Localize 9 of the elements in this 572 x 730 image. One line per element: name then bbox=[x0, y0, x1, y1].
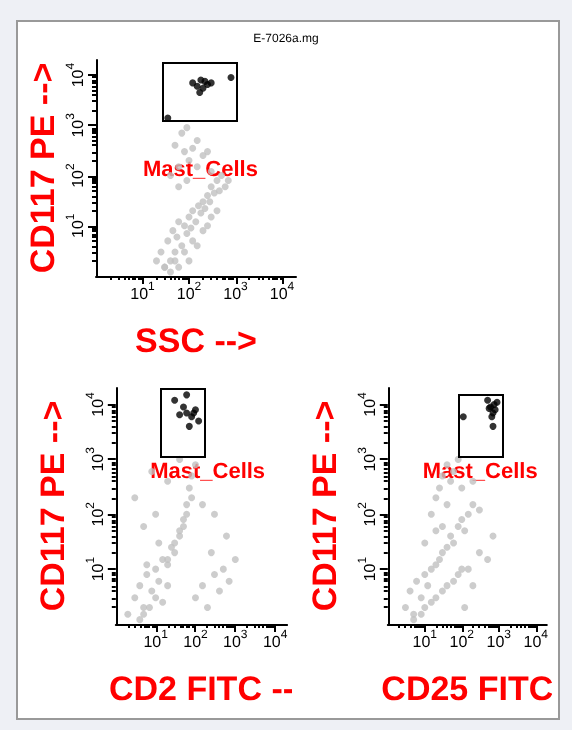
x-axis-title: SSC --> bbox=[135, 322, 258, 360]
annotation: Mast_Cells bbox=[422, 460, 538, 485]
x-axis-title: CD25 FITC bbox=[381, 670, 554, 708]
annotation: Mast_Cells bbox=[142, 158, 258, 182]
y-axis-title: CD117 PE --> bbox=[34, 400, 72, 612]
annotation: Mast_Cells bbox=[150, 460, 266, 485]
x-axis-title: CD2 FITC -- bbox=[108, 670, 295, 708]
y-axis-title: CD117 PE --> bbox=[24, 62, 62, 274]
y-axis-title: CD117 PE --> bbox=[306, 400, 344, 612]
